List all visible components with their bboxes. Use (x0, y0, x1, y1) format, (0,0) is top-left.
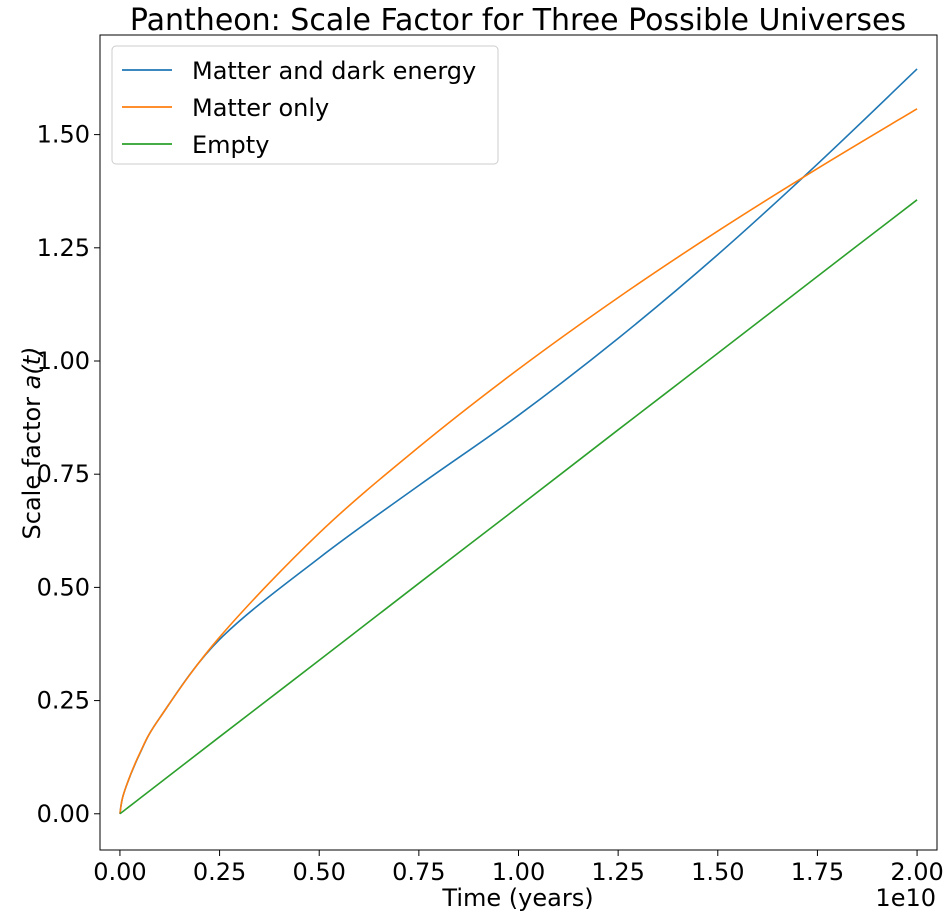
x-tick-label: 0.75 (392, 858, 445, 886)
y-tick-label: 0.75 (37, 460, 90, 488)
x-axis-label: Time (years) (441, 884, 593, 912)
y-tick-label: 1.25 (37, 234, 90, 262)
x-tick-label: 0.00 (93, 858, 146, 886)
x-tick-label: 1.25 (591, 858, 644, 886)
y-axis-label: Scale factor a(t) (18, 347, 46, 540)
y-tick-label: 1.50 (37, 121, 90, 149)
legend-box (111, 45, 499, 165)
legend-label-2: Empty (192, 131, 269, 159)
x-tick-label: 0.50 (292, 858, 345, 886)
legend: Matter and dark energy Matter only Empty (111, 45, 499, 165)
series-line-1 (119, 108, 918, 814)
y-tick-label: 1.00 (37, 347, 90, 375)
x-tick-label: 1.00 (492, 858, 545, 886)
x-tick-label: 1.75 (791, 858, 844, 886)
x-offset-label: 1e10 (875, 884, 936, 912)
y-axis: 0.00 0.25 0.50 0.75 1.00 1.25 1.50 (37, 121, 100, 828)
chart-title: Pantheon: Scale Factor for Three Possibl… (130, 3, 906, 38)
y-axis-label-math: a(t) (18, 347, 46, 390)
y-tick-label: 0.50 (37, 573, 90, 601)
y-tick-label: 0.00 (37, 800, 90, 828)
plot-area (99, 34, 938, 851)
legend-label-0: Matter and dark energy (192, 57, 476, 85)
legend-label-1: Matter only (192, 94, 329, 122)
x-tick-label: 1.50 (691, 858, 744, 886)
series-layer (119, 68, 918, 815)
y-axis-label-text: Scale factor (18, 389, 46, 539)
x-tick-label: 0.25 (193, 858, 246, 886)
x-tick-label: 2.00 (890, 858, 943, 886)
series-line-2 (119, 199, 918, 815)
x-axis: 0.00 0.25 0.50 0.75 1.00 1.25 1.50 1.75 2.00 (93, 850, 944, 886)
y-tick-label: 0.25 (37, 687, 90, 715)
